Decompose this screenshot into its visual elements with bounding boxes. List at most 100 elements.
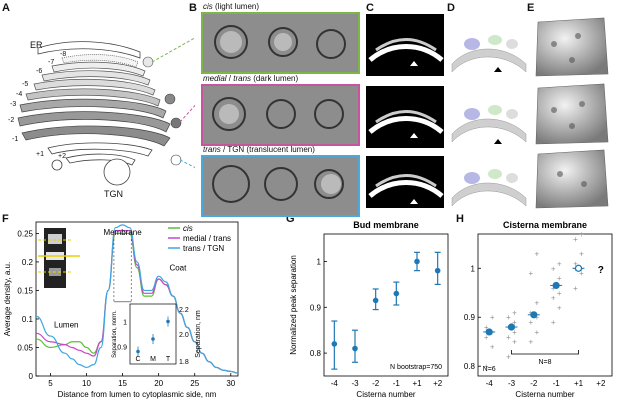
cisterna-number-label: +2	[58, 153, 66, 160]
gray-point: +	[551, 284, 556, 293]
panel-e-surfaces	[535, 17, 609, 209]
gray-point: +	[528, 338, 533, 347]
gray-point: +	[490, 313, 495, 322]
data-point	[434, 267, 441, 274]
panel-label-c: C	[366, 2, 374, 14]
panel-d-renderings	[451, 35, 527, 207]
cisterna-numbers: -8 -7 -6 -5-4-3 -2 -1 +1 +2	[8, 51, 66, 160]
panel-label-e: E	[527, 2, 535, 14]
y-tick-label: 0.2	[22, 258, 34, 267]
panel-label-d: D	[447, 2, 455, 14]
inset-ylabel-right: Separation, nm	[195, 310, 202, 358]
row-cis: cis (light lumen)	[201, 2, 360, 74]
y-axis-label: Average density, a.u.	[3, 262, 12, 336]
x-tick-label: 25	[190, 379, 199, 388]
gray-point: +	[534, 328, 539, 337]
gray-point: +	[573, 284, 578, 293]
cisterna-number-label: -1	[12, 136, 18, 143]
cisterna-number-label: -2	[8, 117, 14, 124]
cisterna-number-label: -6	[36, 68, 42, 75]
gray-point: +	[484, 323, 489, 332]
gray-point: +	[506, 333, 511, 342]
gray-point: +	[512, 308, 517, 317]
inset-point	[151, 337, 155, 341]
x-axis-label: Cisterna number	[515, 390, 574, 399]
panel-label-h: H	[456, 213, 464, 225]
inset-category: T	[166, 356, 171, 363]
y-tick-label: 1	[317, 257, 322, 266]
chart-bud-membrane: Bud membrane 1 0.9 0.8 Normalized peak separ…	[289, 220, 449, 399]
thumbnail-band	[48, 234, 62, 244]
y-tick-label: 0	[29, 372, 34, 381]
row-trans-title: trans / TGN (translucent lumen)	[203, 145, 315, 154]
gray-point: +	[490, 343, 495, 352]
row-medial-title: medial / trans (dark lumen)	[203, 74, 299, 83]
x-tick-label: -3	[508, 379, 516, 388]
panel-label-a: A	[2, 2, 10, 14]
mean-point	[530, 311, 538, 319]
series-line-2	[35, 224, 239, 374]
y-tick-label: 1	[471, 264, 476, 273]
coat-annotation: Coat	[169, 263, 187, 272]
n-label: N=8	[538, 359, 551, 366]
inset-right-tick: 2.2	[179, 307, 189, 314]
x-axis-label: Cisterna number	[356, 390, 415, 399]
gray-point: +	[512, 328, 517, 337]
inset-ylabel-left: Separation, norm.	[112, 310, 118, 358]
y-tick-label: 0.9	[464, 313, 476, 322]
y-tick-label: 0.8	[310, 349, 322, 358]
y-tick-label: 0.1	[22, 315, 34, 324]
gray-point: +	[551, 264, 556, 273]
chart-density-profile: 0 0.05 0.1 0.15 0.2 0.25 5 10 15 20 25 30 Average de…	[3, 221, 239, 399]
data-point	[393, 290, 400, 297]
panel-label-f: F	[2, 213, 9, 225]
x-tick-label: +2	[596, 379, 606, 388]
x-tick-label: -4	[486, 379, 494, 388]
plot-frame	[477, 233, 613, 377]
chart-title: Cisterna membrane	[503, 220, 587, 230]
legend-label: medial / trans	[183, 234, 231, 243]
gray-point: +	[528, 318, 533, 327]
gray-point: +	[512, 338, 517, 347]
gray-point: +	[484, 362, 489, 371]
mean-point	[552, 281, 560, 290]
x-tick-label: +1	[574, 379, 584, 388]
gray-point: +	[551, 318, 556, 327]
row-cis-title: cis (light lumen)	[203, 2, 260, 11]
x-tick-label: -2	[372, 379, 380, 388]
mean-point	[485, 328, 493, 336]
gray-point: +	[484, 333, 489, 342]
x-tick-label: 10	[82, 379, 91, 388]
inset-point	[136, 349, 140, 354]
gray-point: +	[551, 294, 556, 303]
gray-point: +	[573, 259, 578, 268]
x-tick-label: 15	[118, 379, 127, 388]
gray-point: +	[557, 259, 562, 268]
panel-c-averages	[366, 14, 444, 208]
golgi-stack-diagram: ER TGN -8 -7 -6 -5-4-3 -2 -1 +1 +2	[8, 37, 195, 199]
bootstrap-note: N bootstrap=750	[390, 364, 442, 371]
x-tick-label: -1	[553, 379, 561, 388]
membrane-annotation: Membrane	[103, 228, 142, 237]
y-tick-label: 0.15	[17, 286, 33, 295]
gray-point: +	[534, 299, 539, 308]
inset-right-tick: 2.0	[179, 332, 189, 339]
mean-point	[507, 323, 516, 331]
legend-label: trans / TGN	[183, 244, 224, 253]
cisterna-number-label: -7	[48, 59, 54, 66]
gray-point: +	[557, 303, 562, 312]
plot-frame	[323, 233, 449, 377]
data-point	[331, 341, 338, 347]
gray-point: +	[579, 269, 584, 278]
x-tick-label: +2	[433, 379, 443, 388]
mean-point	[574, 264, 583, 272]
data-point	[414, 258, 420, 265]
inset-category: M	[150, 356, 156, 363]
y-tick-label: 0.05	[17, 343, 33, 352]
tomogram-rings	[212, 25, 346, 203]
cisterna-number-label: -5	[22, 81, 28, 88]
y-tick-label: 0.25	[17, 229, 33, 238]
cisterna-number-label: -3	[10, 101, 16, 108]
x-tick-label: -2	[530, 379, 538, 388]
cisterna-number-label: +1	[36, 151, 44, 158]
